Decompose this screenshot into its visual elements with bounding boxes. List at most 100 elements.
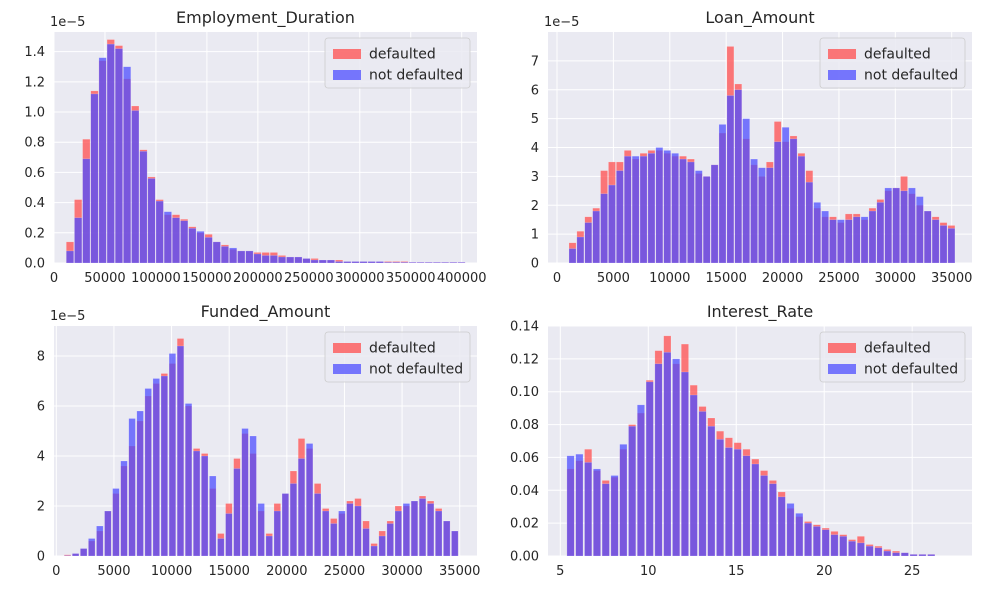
bar-not-defaulted (852, 216, 861, 264)
bar-not-defaulted (400, 261, 409, 264)
bar-not-defaulted (812, 526, 821, 557)
bar-not-defaulted (120, 460, 128, 557)
bar-not-defaulted (908, 187, 916, 264)
bar-not-defaulted (829, 219, 837, 264)
bar-not-defaulted (261, 255, 270, 264)
x-tick-label: 30000 (381, 564, 422, 579)
bar-not-defaulted (330, 523, 338, 557)
bar-not-defaulted (909, 554, 918, 557)
y-tick-label: 8 (37, 350, 45, 365)
x-tick-label: 25 (904, 564, 921, 579)
legend: defaulted not defaulted (819, 331, 966, 383)
y-tick-label: 1.0 (24, 106, 45, 121)
bar-not-defaulted (707, 425, 716, 557)
bar-not-defaulted (742, 455, 751, 557)
bar-not-defaulted (278, 256, 286, 264)
bar-not-defaulted (386, 523, 394, 557)
bar-not-defaulted (163, 211, 172, 264)
bar-not-defaulted (608, 184, 616, 264)
bar-not-defaulted (892, 187, 900, 264)
bar-not-defaulted (90, 93, 99, 264)
bar-not-defaulted (918, 554, 927, 557)
y-tick-label: 0.02 (510, 517, 539, 532)
legend-box (819, 331, 966, 383)
bar-not-defaulted (568, 248, 577, 264)
x-tick-label: 35000 (931, 271, 972, 286)
y-tick-label: 0.10 (510, 385, 539, 400)
y-tick-label: 0.00 (510, 550, 539, 565)
bar-not-defaulted (845, 219, 853, 264)
bar-not-defaulted (257, 503, 265, 557)
legend-swatch-defaulted (828, 49, 856, 59)
bar-not-defaulted (860, 216, 869, 264)
legend-label-not-defaulted: not defaulted (369, 68, 463, 84)
bar-not-defaulted (318, 259, 327, 264)
legend-swatch-not-defaulted (333, 364, 361, 374)
bar-not-defaulted (654, 363, 663, 557)
bar-not-defaulted (424, 261, 433, 264)
bar-not-defaulted (294, 256, 303, 264)
bar-not-defaulted (441, 261, 450, 264)
bar-not-defaulted (209, 475, 217, 557)
bar-not-defaulted (679, 158, 687, 264)
bar-not-defaulted (225, 513, 233, 557)
x-tick-label: 25000 (818, 271, 859, 286)
bar-not-defaulted (80, 548, 88, 557)
bar-not-defaulted (378, 535, 386, 557)
bar-not-defaulted (716, 439, 725, 557)
x-tick-label: 0 (50, 271, 58, 286)
bar-not-defaulted (789, 138, 798, 264)
legend-box (324, 37, 471, 89)
y-tick-label: 0.12 (510, 352, 539, 367)
bar-not-defaulted (892, 552, 900, 557)
bar-not-defaulted (144, 388, 152, 557)
x-tick-label: 100000 (131, 271, 181, 286)
bar-not-defaulted (392, 261, 401, 264)
bar-not-defaulted (131, 110, 140, 264)
bar-not-defaulted (74, 217, 83, 264)
bar-not-defaulted (698, 411, 707, 557)
bar-not-defaulted (947, 228, 956, 264)
x-tick-label: 5000 (97, 564, 130, 579)
bars (63, 338, 459, 557)
bar-not-defaulted (639, 155, 648, 264)
bar-not-defaulted (139, 151, 148, 264)
bar-not-defaulted (725, 447, 733, 557)
bar-not-defaulted (813, 202, 821, 264)
bar-not-defaulted (338, 510, 346, 557)
panel-loan-amount: 0 5000 10000 15000 20000 25000 30000 35000 0 1 2 3 4… (531, 8, 973, 286)
bar-not-defaulted (750, 158, 758, 264)
bar-not-defaulted (370, 545, 378, 557)
x-tick-label: 200000 (233, 271, 283, 286)
x-tick-label: 150000 (182, 271, 232, 286)
y-tick-label: 0.2 (24, 226, 45, 241)
chart-title: Loan_Amount (705, 8, 814, 28)
y-offset-label: 1e−5 (544, 15, 579, 30)
bar-not-defaulted (931, 219, 940, 264)
bar-not-defaulted (82, 158, 91, 264)
bar-not-defaulted (821, 529, 830, 557)
bar-not-defaulted (631, 155, 640, 264)
bar-not-defaulted (241, 428, 249, 557)
x-tick-label: 5 (556, 564, 564, 579)
bar-not-defaulted (923, 210, 932, 264)
y-tick-label: 0.04 (510, 484, 539, 499)
x-tick-label: 250000 (284, 271, 334, 286)
y-offset-label: 1e−5 (50, 309, 85, 324)
bar-not-defaulted (758, 167, 766, 264)
bar-not-defaulted (289, 483, 298, 557)
x-tick-label: 20000 (266, 564, 307, 579)
bar-not-defaulted (152, 378, 160, 557)
bar-not-defaulted (865, 545, 874, 557)
bar-not-defaulted (265, 535, 273, 557)
bar-not-defaulted (160, 375, 168, 557)
bar-not-defaulted (432, 261, 441, 264)
y-tick-label: 0 (37, 550, 45, 565)
legend-swatch-defaulted (828, 343, 856, 353)
y-offset-label: 1e−5 (50, 15, 85, 30)
bar-not-defaulted (449, 261, 458, 264)
bar-not-defaulted (220, 246, 229, 264)
bar-not-defaulted (367, 261, 376, 264)
y-tick-label: 4 (37, 450, 45, 465)
x-tick-label: 20000 (762, 271, 803, 286)
